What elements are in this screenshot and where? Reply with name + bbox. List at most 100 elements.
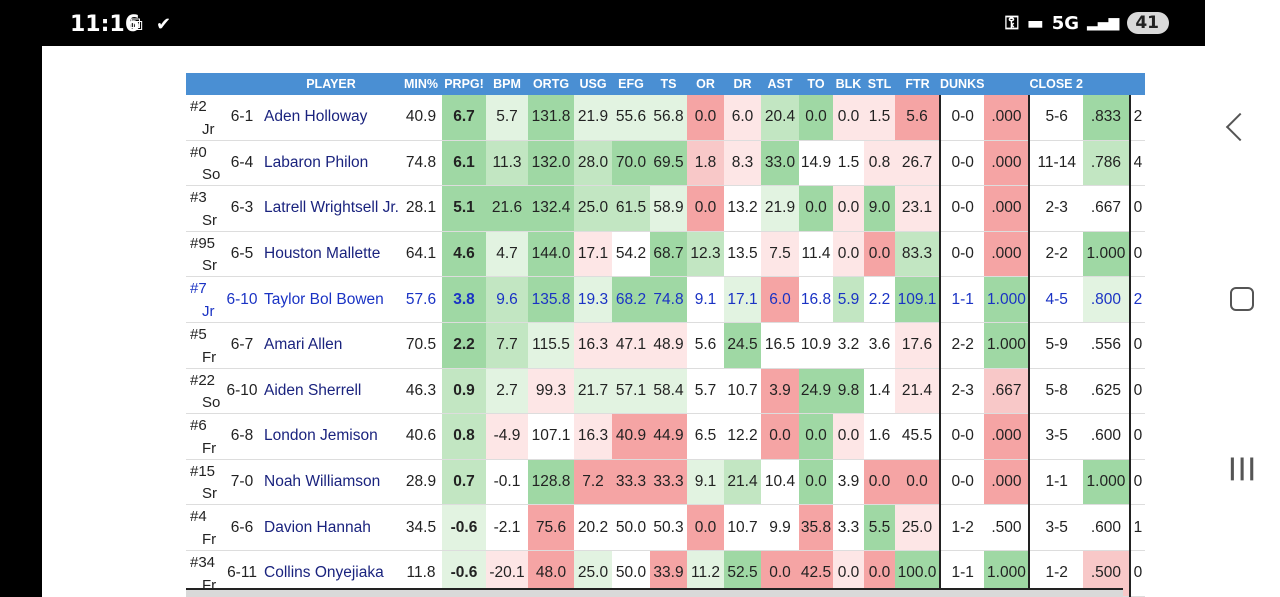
to-cell: 11.4 [799, 231, 833, 278]
ts-cell: 48.9 [650, 322, 687, 369]
dunks-cell: 1-1 [938, 550, 985, 597]
blk-cell: 5.9 [833, 276, 864, 323]
col-header-efg[interactable]: EFG [612, 73, 650, 95]
ftr-cell: 45.5 [895, 413, 940, 460]
dr-cell: 17.1 [724, 276, 761, 323]
table-row[interactable]: #7 Jr 6-10 Taylor Bol Bowen 57.6 3.8 9.6 135.8 1… [186, 276, 1145, 323]
ortg-cell: 99.3 [528, 368, 574, 415]
table-row[interactable]: #0 So 6-4 Labaron Philon 74.8 6.1 11.3 132.0 28.… [186, 140, 1145, 187]
ast-cell: 10.4 [761, 459, 799, 506]
col-header-ast[interactable]: AST [761, 73, 799, 95]
jersey-number: #2 [190, 98, 207, 115]
class-year: Sr [202, 257, 217, 275]
dunks-cell: 0-0 [938, 140, 985, 187]
verified-icon: ✔ [156, 14, 172, 34]
ast-cell: 7.5 [761, 231, 799, 278]
extra-cell: 0 [1128, 550, 1145, 597]
col-header-blank-18[interactable] [984, 73, 1030, 95]
efg-cell: 68.2 [612, 276, 650, 323]
to-cell: 10.9 [799, 322, 833, 369]
player-name-link[interactable]: Noah Williamson [262, 459, 400, 506]
col-header-ortg[interactable]: ORTG [528, 73, 574, 95]
usg-cell: 7.2 [574, 459, 612, 506]
col-header-min-[interactable]: MIN% [400, 73, 442, 95]
to-cell: 16.8 [799, 276, 833, 323]
dpct-cell: .000 [984, 459, 1030, 506]
table-row[interactable]: #4 Fr 6-6 Davion Hannah 34.5 -0.6 -2.1 75.6 20.2… [186, 504, 1145, 551]
jersey-class-cell: #5 Fr [186, 322, 222, 369]
table-row[interactable]: #95 Sr 6-5 Houston Mallette 64.1 4.6 4.7 144.0 1… [186, 231, 1145, 278]
col-header-blank-1[interactable] [222, 73, 262, 95]
signal-icon: ▂▄▆ [1087, 15, 1120, 31]
table-row[interactable]: #2 Jr 6-1 Aden Holloway 40.9 6.7 5.7 131.8 21.9 5… [186, 95, 1145, 141]
player-name-link[interactable]: Taylor Bol Bowen [262, 276, 400, 323]
bpm-cell: 5.7 [486, 95, 528, 141]
player-name-link[interactable]: Labaron Philon [262, 140, 400, 187]
c2pct-cell: .625 [1082, 368, 1130, 415]
player-name-link[interactable]: Davion Hannah [262, 504, 400, 551]
ortg-cell: 115.5 [528, 322, 574, 369]
min-cell: 64.1 [400, 231, 442, 278]
recents-icon[interactable]: ||| [1229, 454, 1259, 481]
jersey-class-cell: #7 Jr [186, 276, 222, 323]
prpg-cell: 4.6 [442, 231, 486, 278]
c2pct-cell: 1.000 [1082, 459, 1130, 506]
dpct-cell: .000 [984, 231, 1030, 278]
col-header-dr[interactable]: DR [724, 73, 761, 95]
col-header-blank-21[interactable] [1129, 73, 1145, 95]
prpg-cell: 2.2 [442, 322, 486, 369]
dpct-cell: .000 [984, 95, 1030, 141]
extra-cell: 2 [1128, 276, 1145, 323]
col-header-blk[interactable]: BLK [833, 73, 864, 95]
bed-icon: ▬ [1026, 12, 1044, 34]
col-header-blank-0[interactable] [186, 73, 222, 95]
network-label: 5G [1051, 12, 1080, 34]
bpm-cell: 11.3 [486, 140, 528, 187]
table-header: PLAYER MIN% PRPG! BPM ORTG USG EFG TS OR DR AST TO B… [186, 73, 1145, 95]
back-icon[interactable] [1225, 112, 1255, 142]
jersey-class-cell: #22 So [186, 368, 222, 415]
col-header-close-2[interactable]: CLOSE 2 [1029, 73, 1083, 95]
col-header-to[interactable]: TO [799, 73, 833, 95]
table-row[interactable]: #22 So 6-10 Aiden Sherrell 46.3 0.9 2.7 99.3 21.… [186, 368, 1145, 415]
table-row[interactable]: #3 Sr 6-3 Latrell Wrightsell Jr. 28.1 5.1 21.6… [186, 185, 1145, 232]
ts-cell: 50.3 [650, 504, 687, 551]
or-cell: 12.3 [687, 231, 724, 278]
col-header-usg[interactable]: USG [574, 73, 612, 95]
col-header-stl[interactable]: STL [864, 73, 895, 95]
table-row[interactable]: #6 Fr 6-8 London Jemison 40.6 0.8 -4.9 107.1 16.… [186, 413, 1145, 460]
player-name-link[interactable]: Amari Allen [262, 322, 400, 369]
col-header-ftr[interactable]: FTR [895, 73, 940, 95]
player-name-link[interactable]: Aden Holloway [262, 95, 400, 141]
ortg-cell: 75.6 [528, 504, 574, 551]
ast-cell: 6.0 [761, 276, 799, 323]
col-header-dunks[interactable]: DUNKS [940, 73, 985, 95]
ortg-cell: 131.8 [528, 95, 574, 141]
ftr-cell: 26.7 [895, 140, 940, 187]
table-row[interactable]: #5 Fr 6-7 Amari Allen 70.5 2.2 7.7 115.5 16.3 47.… [186, 322, 1145, 369]
player-name-link[interactable]: Houston Mallette [262, 231, 400, 278]
bpm-cell: 4.7 [486, 231, 528, 278]
home-icon[interactable] [1230, 287, 1254, 311]
clock: 11:16 [70, 12, 141, 37]
c2pct-cell: .800 [1082, 276, 1130, 323]
dunks-cell: 2-2 [938, 322, 985, 369]
col-header-player[interactable]: PLAYER [262, 73, 400, 95]
player-name-link[interactable]: Aiden Sherrell [262, 368, 400, 415]
stl-cell: 3.6 [864, 322, 895, 369]
col-header-or[interactable]: OR [687, 73, 724, 95]
dpct-cell: .000 [984, 185, 1030, 232]
blk-cell: 3.3 [833, 504, 864, 551]
player-name-link[interactable]: London Jemison [262, 413, 400, 460]
col-header-ts[interactable]: TS [650, 73, 687, 95]
player-name-link[interactable]: Latrell Wrightsell Jr. [262, 185, 400, 232]
table-row[interactable]: #15 Sr 7-0 Noah Williamson 28.9 0.7 -0.1 128.8 7… [186, 459, 1145, 506]
col-header-bpm[interactable]: BPM [486, 73, 528, 95]
col-header-blank-20[interactable] [1082, 73, 1130, 95]
jersey-number: #4 [190, 508, 207, 526]
height-cell: 6-6 [222, 504, 262, 551]
min-cell: 74.8 [400, 140, 442, 187]
dpct-cell: 1.000 [984, 322, 1030, 369]
col-header-prpg-[interactable]: PRPG! [442, 73, 486, 95]
height-cell: 6-3 [222, 185, 262, 232]
